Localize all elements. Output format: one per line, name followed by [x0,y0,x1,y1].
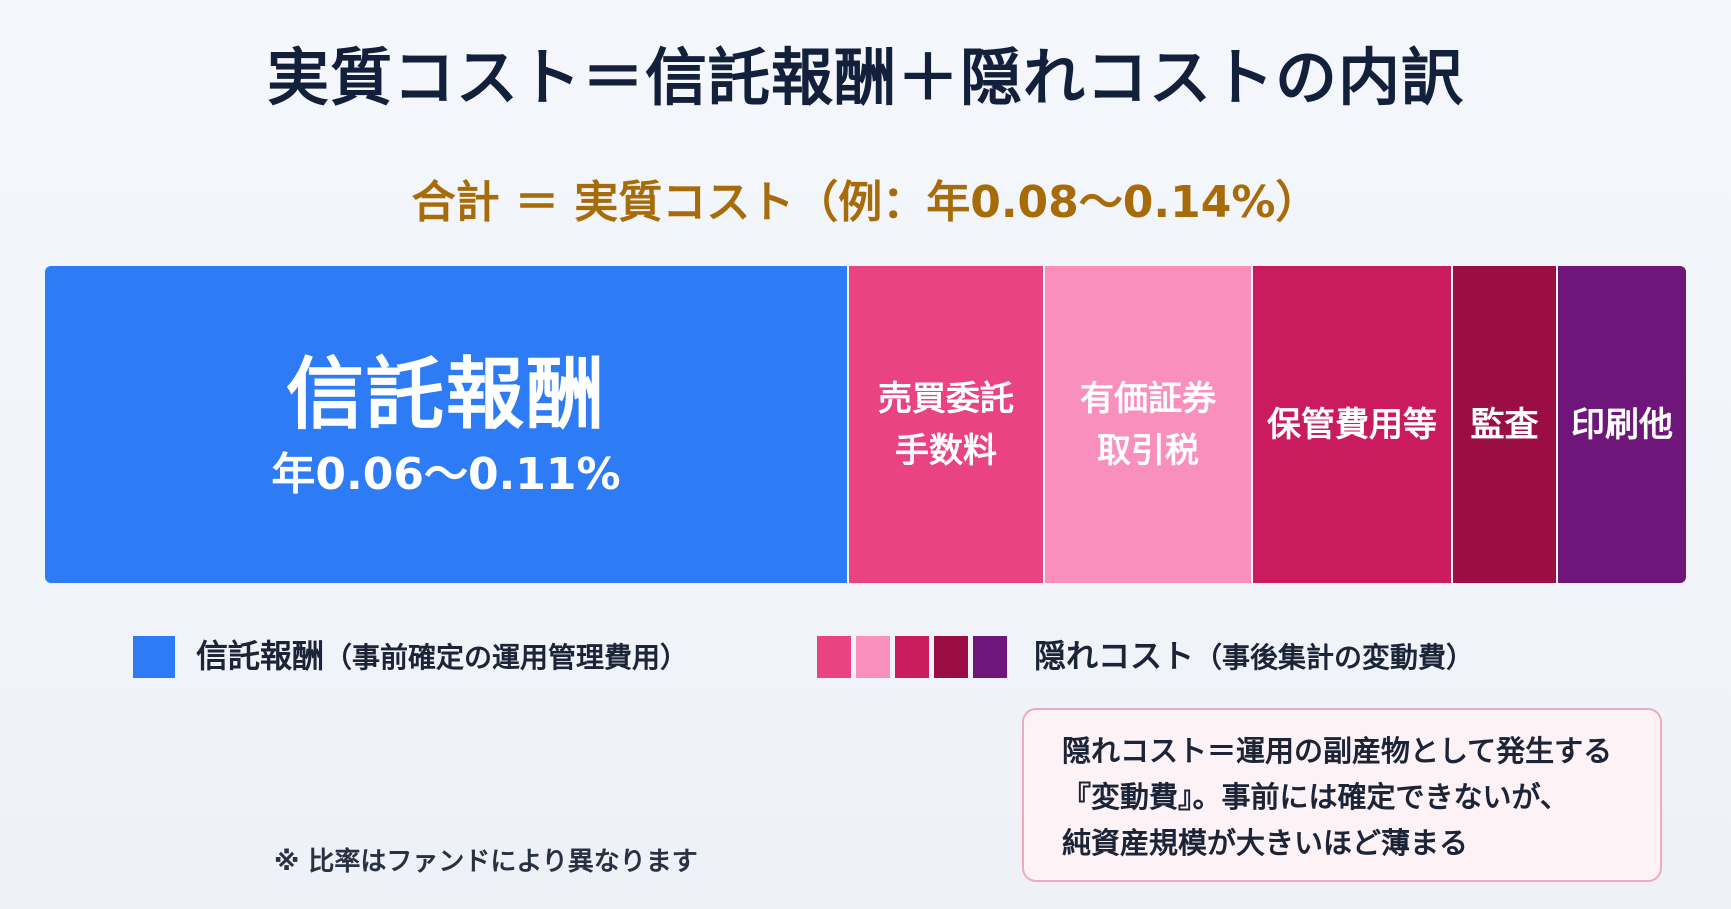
legend-swatch-hidden-cost-4 [934,636,968,678]
segment-label-audit: 監査 [1470,404,1539,445]
note-line-2: 『変動費』。事前には確定できないが、 [1062,780,1569,814]
segment-label-brokerage-commission: 売買委託 手数料 [878,378,1014,471]
ratio-footnote: ※ 比率はファンドにより異なります [274,847,698,877]
cost-breakdown-bar: 信託報酬 年0.06〜0.11% 売買委託 手数料 有価証券 取引税 保管費用等… [45,266,1686,583]
legend: 信託報酬（事前確定の運用管理費用） 隠れコスト（事後集計の変動費） [0,626,1731,686]
segment-brokerage-commission: 売買委託 手数料 [849,266,1045,583]
segment-label-securities-tax: 有価証券 取引税 [1080,378,1216,471]
legend-swatch-trust-fee [133,636,175,678]
segment-label-trust-fee: 信託報酬 [285,349,606,440]
segment-securities-tax: 有価証券 取引税 [1045,266,1253,583]
segment-custody-fee: 保管費用等 [1253,266,1453,583]
legend-swatch-hidden-cost-3 [895,636,929,678]
segment-audit: 監査 [1453,266,1558,583]
note-line-1: 隠れコスト＝運用の副産物として発生する [1062,734,1613,768]
segment-label-custody-fee: 保管費用等 [1267,404,1437,445]
legend-label-trust-fee: 信託報酬 [196,637,325,675]
note-line-3: 純資産規模が大きいほど薄まる [1062,826,1469,860]
legend-note-hidden-cost: （事後集計の変動費） [1194,641,1475,674]
legend-item-trust-fee: 信託報酬（事前確定の運用管理費用） [196,626,688,686]
legend-item-hidden-cost: 隠れコスト（事後集計の変動費） [1034,626,1474,686]
legend-swatch-hidden-cost-5 [973,636,1007,678]
legend-label-hidden-cost: 隠れコスト [1034,637,1195,675]
legend-swatch-hidden-cost-2 [856,636,890,678]
segment-printing-other: 印刷他 [1558,266,1686,583]
legend-note-trust-fee: （事前確定の運用管理費用） [324,641,689,674]
legend-swatch-hidden-cost-1 [817,636,851,678]
segment-trust-fee: 信託報酬 年0.06〜0.11% [45,266,849,583]
total-cost-subtitle: 合計 ＝ 実質コスト（例：年0.08〜0.14%） [411,177,1320,228]
hidden-cost-note-box: 隠れコスト＝運用の副産物として発生する 『変動費』。事前には確定できないが、 純… [1022,708,1662,882]
page-title: 実質コスト＝信託報酬＋隠れコストの内訳 [266,41,1464,114]
segment-value-trust-fee: 年0.06〜0.11% [271,448,621,500]
segment-label-printing-other: 印刷他 [1571,404,1673,445]
